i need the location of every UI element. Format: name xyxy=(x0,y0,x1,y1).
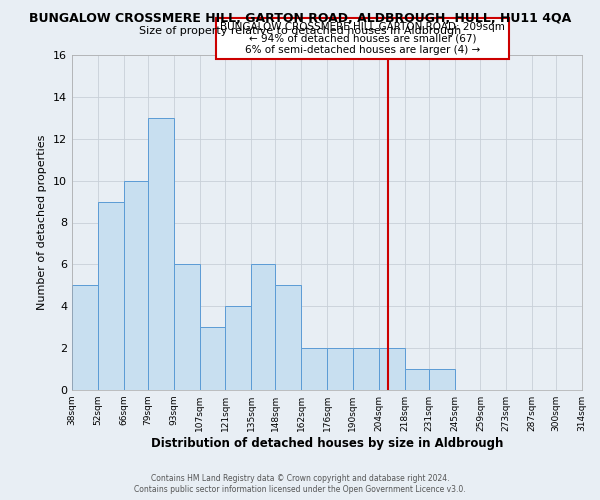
Bar xyxy=(226,306,251,390)
Bar xyxy=(72,286,98,390)
Bar xyxy=(428,369,455,390)
Bar xyxy=(327,348,353,390)
Bar xyxy=(301,348,327,390)
Text: BUNGALOW CROSSMERE HILL, GARTON ROAD, ALDBROUGH, HULL, HU11 4QA: BUNGALOW CROSSMERE HILL, GARTON ROAD, AL… xyxy=(29,12,571,26)
Bar xyxy=(251,264,275,390)
Bar xyxy=(124,180,148,390)
Bar xyxy=(404,369,428,390)
Bar xyxy=(353,348,379,390)
Bar xyxy=(148,118,173,390)
Bar xyxy=(173,264,199,390)
Text: Size of property relative to detached houses in Aldbrough: Size of property relative to detached ho… xyxy=(139,26,461,36)
Bar xyxy=(379,348,404,390)
Bar xyxy=(199,327,226,390)
Text: Contains HM Land Registry data © Crown copyright and database right 2024.
Contai: Contains HM Land Registry data © Crown c… xyxy=(134,474,466,494)
Bar xyxy=(275,286,301,390)
Text: BUNGALOW CROSSMERE HILL GARTON ROAD: 209sqm
← 94% of detached houses are smaller: BUNGALOW CROSSMERE HILL GARTON ROAD: 209… xyxy=(220,22,505,55)
Bar xyxy=(98,202,124,390)
Y-axis label: Number of detached properties: Number of detached properties xyxy=(37,135,47,310)
X-axis label: Distribution of detached houses by size in Aldbrough: Distribution of detached houses by size … xyxy=(151,437,503,450)
